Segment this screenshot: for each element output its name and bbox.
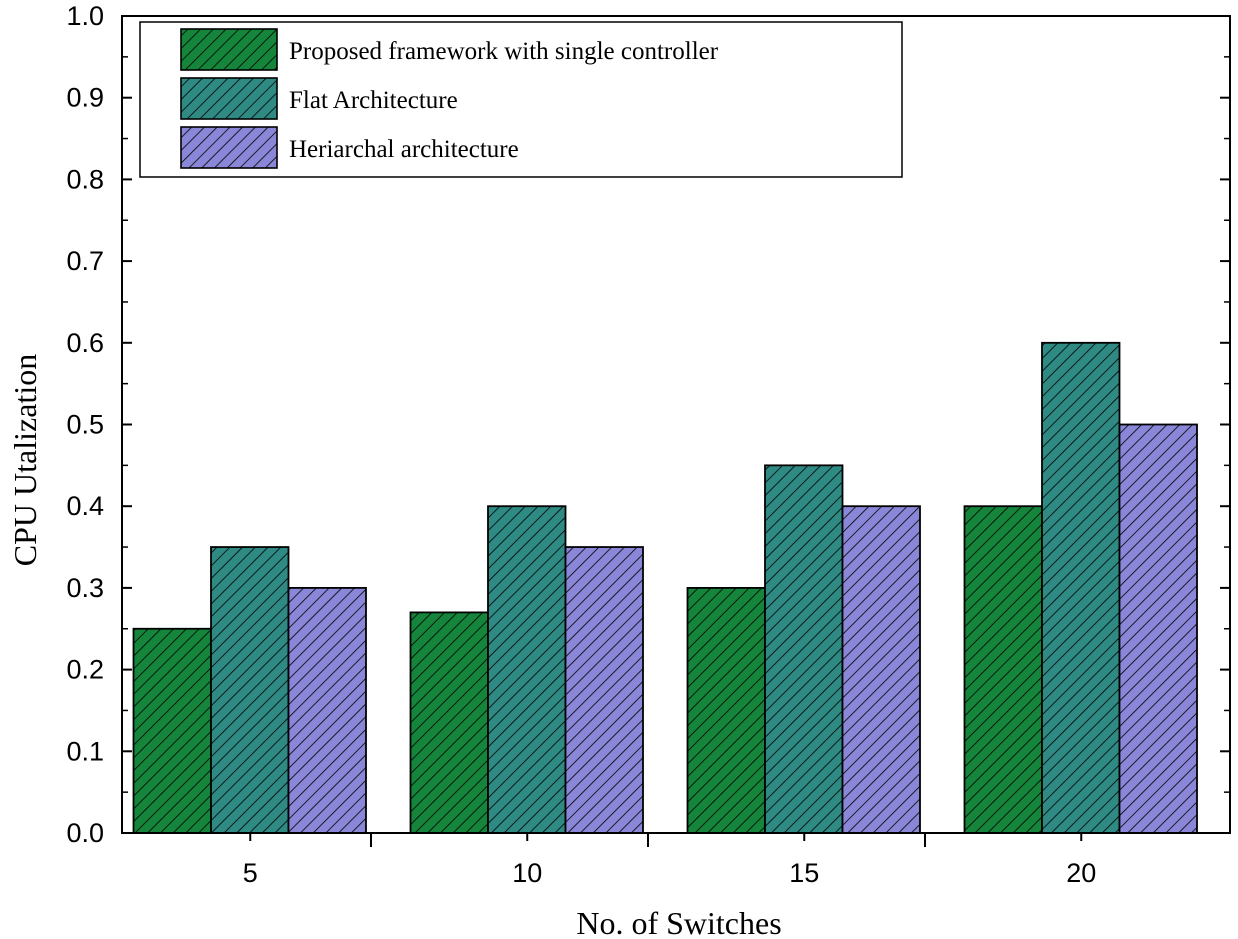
bar-3-15 — [841, 505, 921, 834]
y-tick-label: 0.9 — [66, 83, 104, 113]
y-tick-label: 0.3 — [66, 573, 104, 603]
legend-swatch-2 — [180, 77, 278, 120]
bars-group — [132, 341, 1198, 834]
x-tick-label: 20 — [1066, 858, 1096, 888]
bar-3-20 — [1118, 423, 1198, 834]
legend-swatch-3 — [180, 126, 278, 169]
bar-1-20 — [963, 505, 1043, 834]
legend: Proposed framework with single controlle… — [139, 21, 903, 178]
y-tick-label: 0.7 — [66, 246, 104, 276]
x-axis-title: No. of Switches — [576, 905, 781, 939]
x-axis: 5 10 15 20 — [243, 833, 1096, 888]
x-tick-label: 5 — [243, 858, 258, 888]
x-tick-label: 15 — [789, 858, 819, 888]
y-axis: 0.0 0.1 0.2 0.3 0.4 0.5 0.6 0.7 0.8 0.9 1.0 — [66, 1, 1230, 848]
bar-2-5 — [210, 546, 290, 834]
y-tick-label: 0.8 — [66, 164, 104, 194]
bar-1-10 — [409, 611, 489, 834]
bar-2-15 — [764, 464, 844, 834]
y-tick-label: 1.0 — [66, 1, 104, 31]
y-tick-label: 0.1 — [66, 736, 104, 766]
y-tick-label: 0.4 — [66, 491, 104, 521]
y-axis-title: CPU Utalization — [7, 354, 43, 566]
bar-1-15 — [686, 587, 766, 834]
x-tick-label: 10 — [512, 858, 542, 888]
legend-label-1: Proposed framework with single controlle… — [289, 38, 719, 65]
bar-1-5 — [132, 627, 212, 834]
bar-3-10 — [564, 546, 644, 834]
y-tick-label: 0.6 — [66, 328, 104, 358]
y-tick-label: 0.0 — [66, 818, 104, 848]
legend-label-3: Heriarchal architecture — [289, 136, 519, 163]
bar-3-5 — [287, 587, 367, 834]
bar-2-20 — [1041, 341, 1121, 834]
legend-swatch-1 — [180, 28, 278, 71]
y-tick-label: 0.5 — [66, 410, 104, 440]
y-tick-label: 0.2 — [66, 655, 104, 685]
legend-label-2: Flat Architecture — [289, 87, 458, 114]
bar-2-10 — [487, 505, 567, 834]
